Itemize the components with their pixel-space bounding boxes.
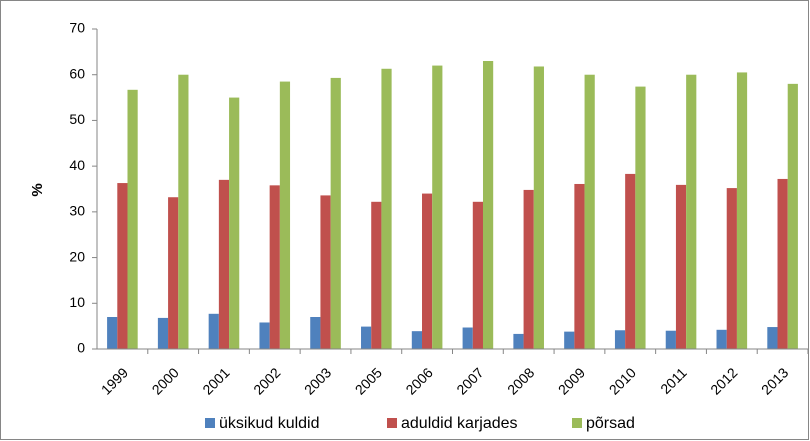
legend-swatch <box>387 418 397 428</box>
bar <box>310 317 321 349</box>
y-tick-label: 40 <box>69 157 85 173</box>
bar <box>635 86 646 349</box>
bar <box>462 327 473 349</box>
bar <box>320 195 331 349</box>
legend-swatch <box>205 418 215 428</box>
bar <box>381 68 392 350</box>
bar <box>157 317 169 349</box>
bar <box>208 313 219 349</box>
bar <box>726 188 737 349</box>
bar <box>513 333 524 349</box>
bar <box>330 77 341 350</box>
bar <box>218 179 230 349</box>
y-tick-label: 70 <box>69 20 85 36</box>
bar <box>259 322 270 349</box>
bar <box>665 330 676 349</box>
bar <box>107 317 118 349</box>
bar <box>716 329 727 349</box>
y-axis-label: % <box>29 183 46 196</box>
bar <box>686 74 697 349</box>
legend-label: põrsad <box>586 415 635 432</box>
bar <box>127 89 138 350</box>
bar <box>269 185 280 349</box>
bar <box>178 74 189 349</box>
bar <box>361 326 372 349</box>
bar <box>168 197 179 349</box>
bar <box>411 331 423 349</box>
bar <box>767 327 778 349</box>
bar <box>675 184 687 349</box>
bar <box>625 173 636 349</box>
bar <box>482 61 494 349</box>
bar <box>279 81 291 350</box>
bar <box>584 74 595 349</box>
y-tick-label: 60 <box>69 65 85 81</box>
bar <box>229 97 240 349</box>
bar <box>564 331 575 349</box>
bar <box>432 65 443 350</box>
y-tick-label: 0 <box>77 340 85 356</box>
y-tick-label: 30 <box>69 203 85 219</box>
bar <box>472 201 483 349</box>
bar <box>574 183 585 349</box>
y-tick-label: 20 <box>69 248 85 264</box>
bar <box>614 330 626 349</box>
legend-label: aduldid karjades <box>401 415 518 432</box>
legend-swatch <box>572 418 582 428</box>
y-tick-label: 50 <box>69 111 85 127</box>
y-tick-label: 10 <box>69 294 85 310</box>
bar <box>422 193 433 349</box>
bar <box>117 183 128 349</box>
bar <box>777 178 788 349</box>
bar <box>523 189 534 349</box>
bar <box>787 83 798 349</box>
bar <box>371 201 382 349</box>
legend-label: üksikud kuldid <box>219 415 320 432</box>
bar <box>533 66 544 349</box>
bar <box>736 72 748 349</box>
